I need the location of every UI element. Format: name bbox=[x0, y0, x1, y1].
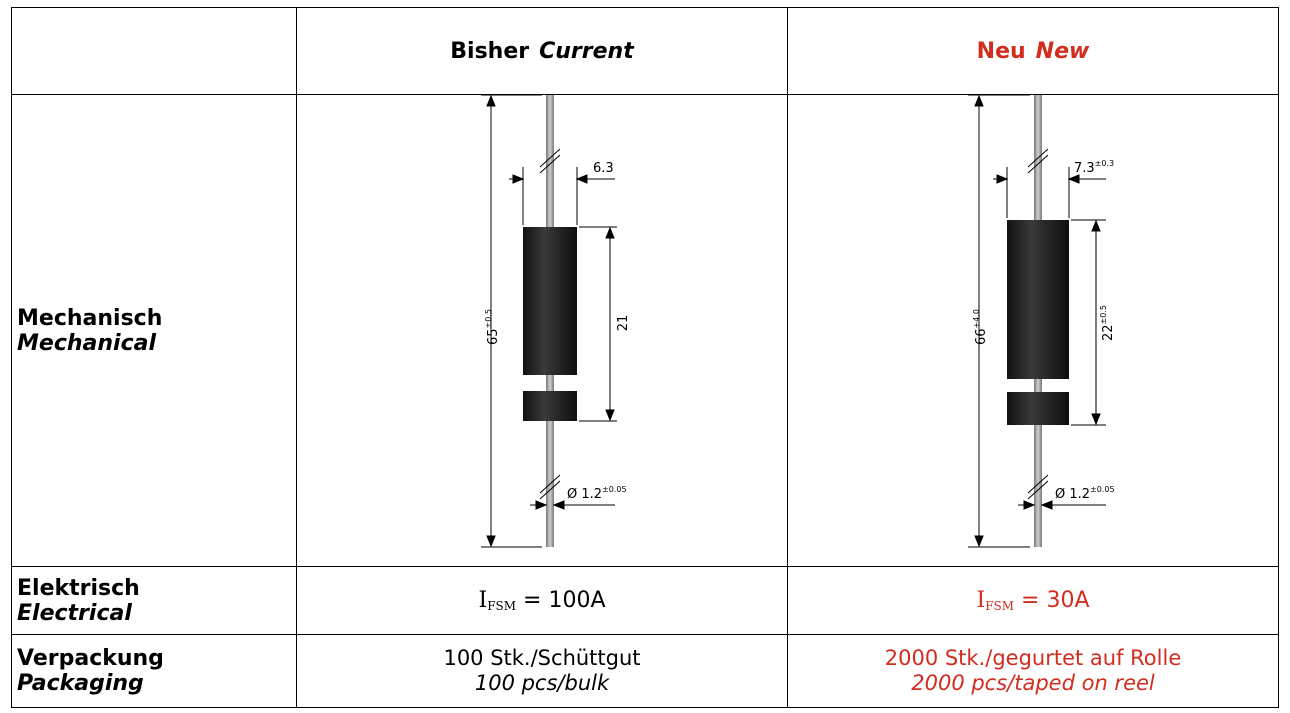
diameter-label: 6.3 bbox=[593, 161, 614, 176]
header-new: Neu New bbox=[787, 7, 1279, 95]
header-empty-cell bbox=[11, 7, 297, 95]
mechanical-label-en: Mechanical bbox=[17, 330, 156, 356]
mechanical-label: Mechanisch Mechanical bbox=[11, 94, 297, 567]
body-length-label: 22±0.5 bbox=[1099, 305, 1116, 341]
ifsm-symbol: I bbox=[478, 588, 488, 613]
overall-length-label: 66+4.0 bbox=[972, 309, 989, 345]
current-packaging-de: 100 Stk./Schüttgut bbox=[443, 646, 641, 670]
lead-diameter-dim bbox=[530, 500, 615, 510]
new-packaging-de: 2000 Stk./gegurtet auf Rolle bbox=[884, 646, 1182, 670]
header-new-en: New bbox=[1035, 38, 1090, 64]
header-current-en: Current bbox=[539, 38, 634, 64]
break-mark-top bbox=[539, 148, 561, 174]
overall-length-label: 65±0.5 bbox=[484, 309, 501, 345]
comparison-table: Bisher Current Neu New Mechanisch Mechanic… bbox=[11, 7, 1279, 708]
electrical-label-de: Elektrisch bbox=[17, 575, 140, 601]
break-mark-top bbox=[1027, 148, 1049, 174]
new-ifsm: IFSM = 30A bbox=[787, 566, 1279, 635]
diameter-dim bbox=[993, 167, 1106, 218]
break-mark-bottom bbox=[1027, 474, 1049, 500]
body-length-dim bbox=[1071, 219, 1106, 426]
body-length-dim bbox=[579, 226, 617, 422]
diameter-label: 7.3±0.3 bbox=[1074, 159, 1114, 176]
packaging-label-de: Verpackung bbox=[17, 646, 164, 671]
new-diode-drawing: 66+4.0 22±0.5 7.3±0.3 bbox=[968, 94, 1116, 548]
packaging-row: Verpackung Packaging 100 Stk./Schüttgut … bbox=[11, 634, 1279, 708]
electrical-label-en: Electrical bbox=[17, 600, 132, 626]
header-row: Bisher Current Neu New bbox=[11, 7, 1279, 95]
ifsm-symbol: I bbox=[976, 588, 986, 613]
cathode-band bbox=[1007, 392, 1069, 425]
ifsm-value: = 30A bbox=[1021, 588, 1090, 613]
electrical-label: Elektrisch Electrical bbox=[11, 566, 297, 635]
electrical-row: Elektrisch Electrical IFSM = 100A IFSM =… bbox=[11, 566, 1279, 635]
current-ifsm: IFSM = 100A bbox=[296, 566, 788, 635]
ifsm-subscript: FSM bbox=[487, 599, 517, 613]
diode-body bbox=[523, 227, 577, 375]
overall-length-dim bbox=[968, 94, 1030, 548]
lead-diameter-dim bbox=[1018, 500, 1106, 510]
break-mark-bottom bbox=[539, 474, 561, 500]
cathode-band bbox=[523, 391, 577, 421]
mechanical-label-de: Mechanisch bbox=[17, 305, 163, 331]
new-packaging-en: 2000 pcs/taped on reel bbox=[911, 671, 1155, 695]
packaging-label: Verpackung Packaging bbox=[11, 634, 297, 708]
body-length-label: 21 bbox=[616, 315, 631, 332]
current-packaging: 100 Stk./Schüttgut 100 pcs/bulk bbox=[296, 634, 788, 708]
ifsm-subscript: FSM bbox=[985, 599, 1015, 613]
diode-body bbox=[1007, 220, 1069, 379]
diameter-dim bbox=[509, 167, 615, 225]
header-new-de: Neu bbox=[976, 38, 1026, 64]
new-packaging: 2000 Stk./gegurtet auf Rolle 2000 pcs/ta… bbox=[787, 634, 1279, 708]
new-drawing-cell: 66+4.0 22±0.5 7.3±0.3 bbox=[787, 94, 1279, 567]
ifsm-value: = 100A bbox=[523, 588, 606, 613]
current-drawing-cell: 65±0.5 21 bbox=[296, 94, 788, 567]
current-packaging-en: 100 pcs/bulk bbox=[474, 671, 610, 695]
header-current-de: Bisher bbox=[450, 38, 530, 64]
overall-length-dim bbox=[481, 94, 542, 548]
lead-diameter-label: Ø 1.2±0.05 bbox=[1055, 485, 1115, 502]
current-diode-drawing: 65±0.5 21 bbox=[481, 94, 631, 548]
lead-diameter-label: Ø 1.2±0.05 bbox=[567, 485, 627, 502]
mechanical-row: Mechanisch Mechanical bbox=[11, 94, 1279, 567]
packaging-label-en: Packaging bbox=[17, 671, 144, 696]
header-current: Bisher Current bbox=[296, 7, 788, 95]
